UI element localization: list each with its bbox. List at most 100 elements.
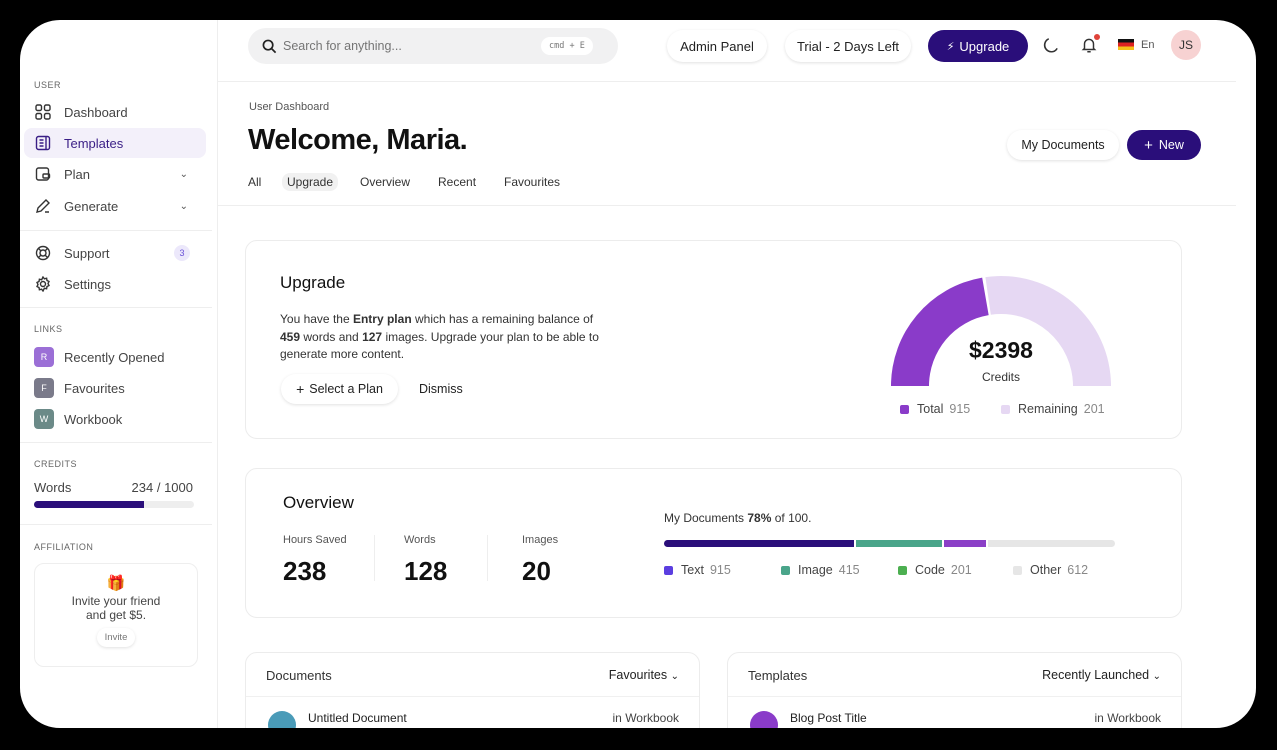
documents-stacked-bar bbox=[664, 540, 1115, 547]
notification-dot bbox=[1094, 34, 1100, 40]
plus-icon: + bbox=[1144, 136, 1153, 154]
documents-card: Documents Favourites ⌄ Untitled Document… bbox=[245, 652, 700, 728]
bolt-icon: ⚡︎ bbox=[946, 40, 955, 53]
avatar[interactable]: JS bbox=[1171, 30, 1201, 60]
gauge-remaining-arc bbox=[985, 276, 1111, 386]
invite-text: Invite your friend bbox=[71, 594, 161, 608]
link-initial: W bbox=[34, 409, 54, 429]
link-recently-opened[interactable]: R Recently Opened bbox=[24, 342, 206, 372]
documents-title: Documents bbox=[266, 668, 332, 683]
upgrade-title: Upgrade bbox=[280, 273, 346, 292]
link-initial: R bbox=[34, 347, 54, 367]
link-initial: F bbox=[34, 378, 54, 398]
bar-segment-other bbox=[987, 540, 1115, 547]
overview-card: Overview Hours Saved 238 Words 128 Image… bbox=[245, 468, 1182, 618]
app-window: USER Dashboard Templates Plan ⌄ Generate ⌄… bbox=[20, 20, 1256, 728]
breadcrumb[interactable]: User Dashboard bbox=[249, 101, 330, 113]
document-avatar bbox=[268, 711, 296, 728]
sidebar-item-support[interactable]: Support 3 bbox=[24, 238, 206, 268]
stat-value: 238 bbox=[283, 556, 327, 586]
page-title: Welcome, Maria. bbox=[248, 124, 468, 156]
stat-value: 20 bbox=[522, 556, 551, 586]
divider bbox=[218, 205, 1236, 206]
invite-text: and get $5. bbox=[85, 608, 147, 622]
pencil-icon bbox=[34, 197, 52, 215]
credits-progress bbox=[34, 501, 194, 508]
gauge-total-arc bbox=[891, 277, 989, 386]
legend-image: Image 415 bbox=[781, 563, 860, 577]
label: Support bbox=[64, 245, 110, 261]
legend-swatch bbox=[898, 565, 907, 575]
chevron-down-icon[interactable]: ⌄ bbox=[179, 168, 188, 180]
chevron-down-icon: ⌄ bbox=[670, 671, 679, 682]
overview-title: Overview bbox=[283, 493, 354, 512]
templates-filter-dropdown[interactable]: Recently Launched ⌄ bbox=[1042, 668, 1161, 682]
chevron-down-icon: ⌄ bbox=[1152, 671, 1161, 682]
invite-button[interactable]: Invite bbox=[97, 628, 136, 647]
credits-gauge bbox=[891, 276, 1111, 386]
credits-label: Words bbox=[34, 480, 72, 495]
document-name[interactable]: Untitled Document bbox=[308, 711, 407, 725]
sidebar-item-plan[interactable]: Plan ⌄ bbox=[24, 159, 206, 189]
legend-code: Code 201 bbox=[898, 563, 972, 577]
new-button[interactable]: + New bbox=[1127, 130, 1201, 160]
trial-button[interactable]: Trial - 2 Days Left bbox=[785, 30, 911, 62]
stat-value: 128 bbox=[404, 556, 448, 586]
section-credits: CREDITS bbox=[34, 459, 78, 469]
label: Recently Opened bbox=[64, 349, 165, 365]
section-links: LINKS bbox=[34, 324, 63, 334]
credits-progress-fill bbox=[34, 501, 145, 508]
template-name[interactable]: Blog Post Title bbox=[790, 711, 867, 725]
label: Settings bbox=[64, 276, 111, 292]
tab-recent[interactable]: Recent bbox=[438, 175, 477, 189]
search-icon bbox=[262, 39, 277, 53]
search-shortcut: cmd + E bbox=[541, 37, 593, 55]
invite-card: 🎁 Invite your friend and get $5. Invite bbox=[34, 563, 198, 667]
stat-label: Words bbox=[404, 534, 436, 546]
dismiss-button[interactable]: Dismiss bbox=[419, 382, 463, 396]
chevron-down-icon[interactable]: ⌄ bbox=[179, 200, 188, 212]
germany-flag-icon[interactable] bbox=[1118, 39, 1134, 50]
label: New bbox=[1158, 138, 1184, 152]
search-bar[interactable]: cmd + E bbox=[248, 28, 618, 64]
tab-overview[interactable]: Overview bbox=[360, 175, 411, 189]
divider bbox=[374, 535, 375, 581]
templates-title: Templates bbox=[748, 668, 808, 683]
admin-panel-button[interactable]: Admin Panel bbox=[667, 30, 767, 62]
tab-favourites[interactable]: Favourites bbox=[504, 175, 561, 189]
label: Favourites bbox=[64, 380, 125, 396]
divider bbox=[20, 230, 212, 231]
label: Dashboard bbox=[64, 104, 128, 120]
legend-swatch bbox=[664, 565, 673, 575]
label: Generate bbox=[64, 198, 119, 214]
sidebar-item-generate[interactable]: Generate ⌄ bbox=[24, 191, 206, 221]
language-selector[interactable]: En bbox=[1141, 39, 1155, 51]
tab-upgrade[interactable]: Upgrade bbox=[282, 173, 339, 191]
bar-segment-image bbox=[856, 540, 943, 547]
link-favourites[interactable]: F Favourites bbox=[24, 373, 206, 403]
tab-all[interactable]: All bbox=[248, 175, 262, 189]
documents-filter-dropdown[interactable]: Favourites ⌄ bbox=[608, 668, 679, 682]
sidebar-item-templates[interactable]: Templates bbox=[24, 128, 206, 158]
search-input[interactable] bbox=[283, 39, 533, 53]
divider bbox=[487, 535, 488, 581]
my-documents-button[interactable]: My Documents bbox=[1007, 130, 1119, 160]
stat-label: Images bbox=[522, 534, 559, 546]
upgrade-card: Upgrade You have the Entry plan which ha… bbox=[245, 240, 1182, 439]
sidebar-item-dashboard[interactable]: Dashboard bbox=[24, 97, 206, 127]
legend-total: Total 915 bbox=[900, 402, 970, 416]
bell-icon[interactable] bbox=[1080, 34, 1100, 59]
gear-icon bbox=[34, 275, 52, 293]
document-location: in Workbook bbox=[612, 711, 679, 725]
legend-swatch bbox=[1001, 404, 1010, 414]
upgrade-button[interactable]: ⚡︎ Upgrade bbox=[928, 30, 1028, 62]
upgrade-description: You have the Entry plan which has a rema… bbox=[280, 312, 599, 361]
label: Upgrade bbox=[959, 38, 1010, 54]
grid-icon bbox=[34, 103, 52, 121]
moon-icon[interactable] bbox=[1042, 36, 1060, 59]
header-divider bbox=[218, 81, 1236, 82]
credits-value: 234 / 1000 bbox=[131, 480, 193, 495]
link-workbook[interactable]: W Workbook bbox=[24, 404, 206, 434]
select-plan-button[interactable]: + Select a Plan bbox=[281, 374, 398, 404]
sidebar-item-settings[interactable]: Settings bbox=[24, 269, 206, 299]
